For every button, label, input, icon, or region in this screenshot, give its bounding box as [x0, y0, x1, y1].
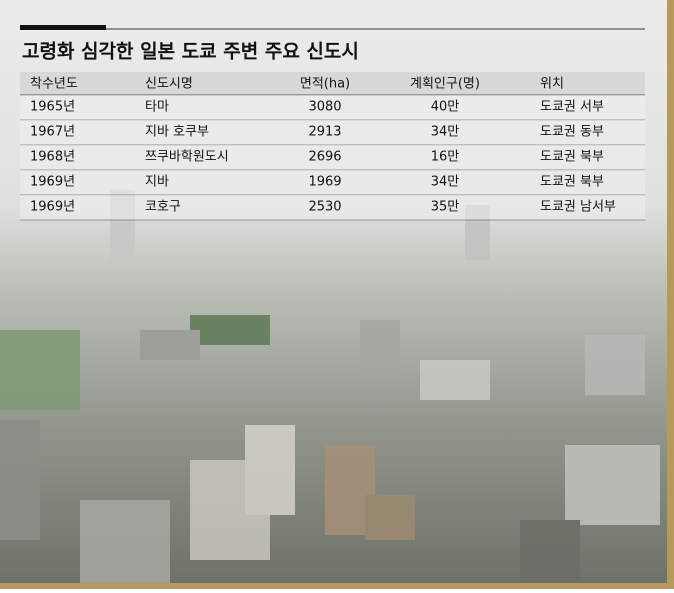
cell: 1968년 [30, 150, 75, 165]
city-photo [0, 190, 660, 583]
cell: 1967년 [30, 125, 75, 140]
cell: 1969년 [30, 175, 75, 190]
cell: 도쿄권 남서부 [540, 200, 616, 215]
column-header: 착수년도 [30, 77, 78, 92]
row-bg [20, 95, 645, 120]
row-bg [20, 145, 645, 170]
header-row [20, 72, 645, 95]
accent-bar [20, 25, 106, 30]
cell: 16만 [431, 150, 460, 165]
cell: 34만 [431, 175, 460, 190]
cell: 쯔쿠바학원도시 [145, 150, 229, 165]
cell: 1965년 [30, 100, 75, 115]
row-bg [20, 170, 645, 195]
cell: 타마 [145, 100, 169, 115]
row-bg [20, 120, 645, 145]
cell: 34만 [431, 125, 460, 140]
cell: 코호구 [145, 200, 181, 215]
cell: 3080 [308, 100, 341, 115]
cell: 도쿄권 북부 [540, 175, 604, 190]
cell: 도쿄권 서부 [540, 100, 604, 115]
cell: 지바 호쿠부 [145, 125, 209, 140]
column-header: 신도시명 [145, 77, 193, 92]
column-header: 위치 [540, 77, 564, 92]
cell: 2530 [308, 200, 341, 215]
cell: 40만 [431, 100, 460, 115]
cell: 1969년 [30, 200, 75, 215]
cell: 1969 [308, 175, 341, 190]
cell: 도쿄권 북부 [540, 150, 604, 165]
column-header: 계획인구(명) [410, 77, 480, 92]
cell: 지바 [145, 175, 169, 190]
row-bg [20, 195, 645, 220]
cell: 2696 [308, 150, 341, 165]
column-header: 면적(ha) [300, 77, 350, 92]
cell: 2913 [308, 125, 341, 140]
cell: 35만 [431, 200, 460, 215]
title: 고령화 심각한 일본 도쿄 주변 주요 신도시 [22, 41, 359, 63]
cell: 도쿄권 동부 [540, 125, 604, 140]
